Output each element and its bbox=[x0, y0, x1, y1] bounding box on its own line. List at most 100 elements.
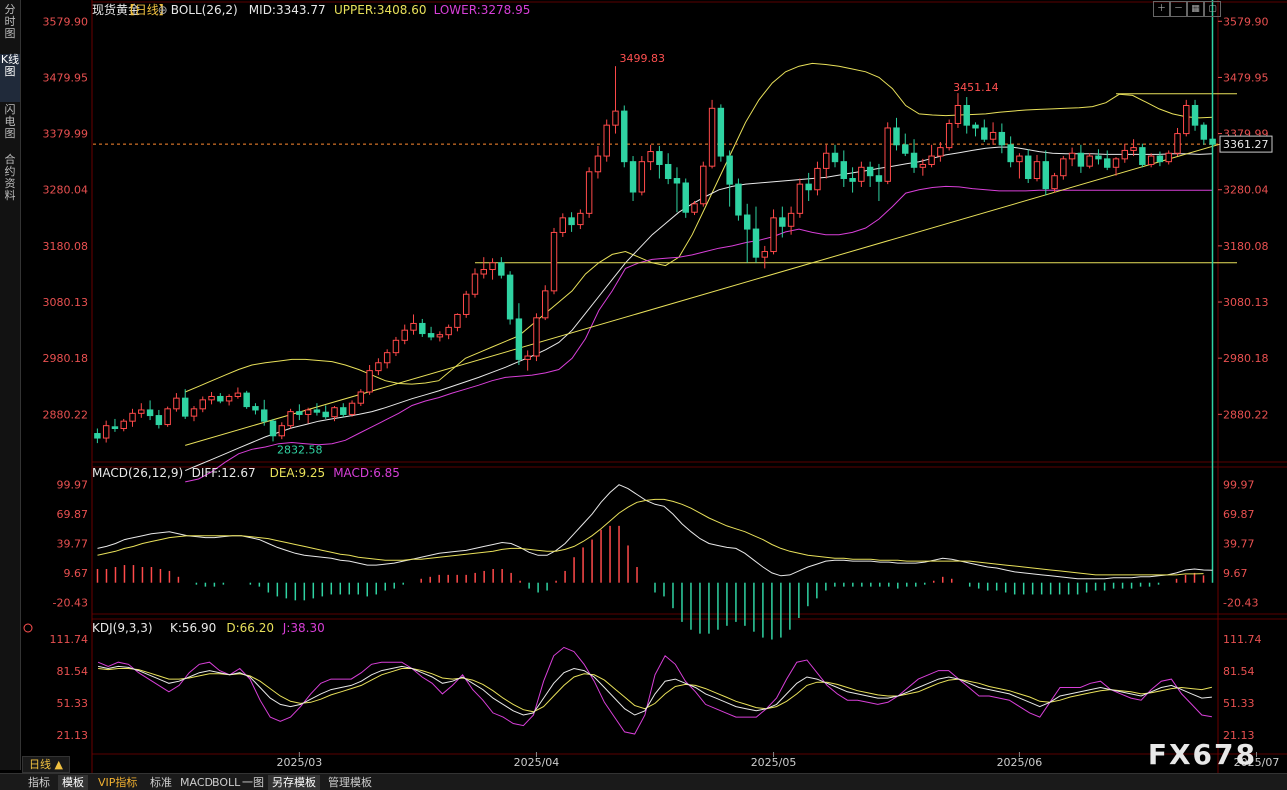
price-tick-left: 3479.95 bbox=[43, 71, 89, 84]
price-tick-right: 3080.13 bbox=[1223, 296, 1269, 309]
bottom-tab[interactable]: VIP指标 bbox=[98, 776, 138, 789]
candle-body bbox=[1165, 152, 1172, 163]
candle-body bbox=[761, 251, 768, 258]
candle-body bbox=[199, 399, 206, 410]
price-tick-left: 2980.18 bbox=[43, 352, 89, 365]
candle-body bbox=[340, 407, 347, 415]
candle-body bbox=[638, 161, 646, 193]
candle-body bbox=[823, 152, 830, 169]
candle-body bbox=[1007, 144, 1014, 163]
current-price-box bbox=[1219, 135, 1273, 153]
bottom-tab[interactable]: BOLL bbox=[212, 776, 241, 789]
candle-body bbox=[410, 322, 417, 331]
kdj-j-line bbox=[97, 646, 1212, 735]
candle-body bbox=[691, 203, 698, 213]
macd-tick-right: 69.87 bbox=[1223, 508, 1255, 521]
candle-body bbox=[436, 334, 444, 338]
candle-body bbox=[708, 107, 716, 167]
kdj-k-label: K:56.90 bbox=[170, 621, 216, 635]
candle-body bbox=[489, 262, 496, 271]
price-tick-right: 2980.18 bbox=[1223, 352, 1269, 365]
kdj-tick-right: 21.13 bbox=[1223, 729, 1255, 742]
candle-body bbox=[831, 152, 839, 163]
candle-body bbox=[928, 155, 935, 165]
candle-body bbox=[120, 420, 127, 429]
candle-body bbox=[717, 107, 725, 157]
boll-label: BOLL(26,2) bbox=[171, 3, 238, 17]
restore-icon[interactable]: ▢ bbox=[1204, 1, 1221, 17]
macd-tick-right: 39.77 bbox=[1223, 538, 1255, 551]
grid-toggle-icon[interactable]: ▦ bbox=[1187, 1, 1204, 17]
candle-body bbox=[542, 290, 549, 319]
candle-body bbox=[910, 152, 918, 168]
price-tick-left: 3180.08 bbox=[43, 240, 89, 253]
bottom-tab[interactable]: 一图 bbox=[242, 776, 264, 789]
candle-body bbox=[278, 425, 286, 437]
candle-body bbox=[629, 161, 637, 193]
candle-body bbox=[348, 402, 356, 415]
macd-tick-right: 99.97 bbox=[1223, 479, 1255, 492]
candle-body bbox=[462, 293, 470, 315]
macd-value-label: MACD:6.85 bbox=[333, 466, 400, 480]
candle-body bbox=[401, 329, 408, 341]
macd-tick-left: 69.87 bbox=[57, 508, 89, 521]
candle-body bbox=[1024, 155, 1032, 180]
candle-body bbox=[269, 420, 277, 437]
tab-contract-info[interactable]: 合约资料 bbox=[4, 153, 16, 202]
candle-body bbox=[181, 397, 189, 417]
watermark-logo: FX678 bbox=[1147, 738, 1257, 771]
candle-body bbox=[752, 228, 760, 258]
candle-body bbox=[208, 395, 215, 401]
candle-body bbox=[261, 409, 268, 422]
macd-name-label: MACD(26,12,9) bbox=[92, 466, 183, 480]
panel-frame-0 bbox=[91, 1, 1287, 468]
candle-body bbox=[884, 127, 891, 182]
candle-body bbox=[304, 409, 312, 415]
kdj-indicator-icon bbox=[23, 623, 33, 633]
settings-icon: ⊕ bbox=[158, 3, 168, 17]
candle-body bbox=[225, 395, 233, 402]
kdj-d-label: D:66.20 bbox=[226, 621, 274, 635]
candle-body bbox=[322, 411, 329, 418]
price-tick-right: 3579.90 bbox=[1223, 15, 1269, 28]
candle-body bbox=[726, 155, 733, 185]
tab-kline[interactable]: K线图 bbox=[0, 54, 20, 102]
candle-body bbox=[383, 352, 391, 364]
bottom-tab[interactable]: 模板 bbox=[58, 775, 88, 790]
candle-body bbox=[603, 124, 610, 157]
x-tick-label: 2025/06 bbox=[997, 756, 1043, 769]
bottom-tab[interactable]: 管理模板 bbox=[328, 776, 372, 789]
candle-body bbox=[612, 110, 619, 126]
candle-body bbox=[989, 131, 997, 140]
bottom-tab[interactable]: MACD bbox=[180, 776, 213, 789]
price-tick-right: 3280.04 bbox=[1223, 184, 1269, 197]
period-selector[interactable]: 日线 ▲ bbox=[22, 756, 70, 773]
zoom-in-icon[interactable]: ＋ bbox=[1153, 1, 1170, 17]
candle-body bbox=[331, 407, 338, 418]
bottom-toolbar: 指标 模板 VIP指标 标准 MACD BOLL 一图 另存模板 管理模板 bbox=[0, 773, 1287, 790]
macd-tick-right: -20.43 bbox=[1223, 597, 1258, 610]
candle-body bbox=[735, 183, 742, 216]
bottom-tab[interactable]: 另存模板 bbox=[268, 775, 320, 790]
candle-body bbox=[858, 166, 865, 182]
tab-intraday[interactable]: 分时图 bbox=[4, 3, 16, 40]
candle-body bbox=[673, 178, 681, 184]
macd-tick-left: -20.43 bbox=[53, 597, 88, 610]
candle-body bbox=[743, 214, 751, 230]
candle-body bbox=[392, 339, 400, 354]
candle-body bbox=[243, 392, 250, 408]
bottom-tab[interactable]: 指标 bbox=[28, 776, 50, 789]
kdj-name-label: KDJ(9,3,3) bbox=[92, 621, 153, 635]
kdj-j-label: J:38.30 bbox=[282, 621, 325, 635]
candle-body bbox=[427, 333, 435, 338]
candle-body bbox=[471, 273, 479, 295]
zoom-out-icon[interactable]: － bbox=[1170, 1, 1187, 17]
kdj-d-line bbox=[98, 668, 1213, 713]
tab-flash[interactable]: 闪电图 bbox=[4, 103, 16, 140]
bottom-tab[interactable]: 标准 bbox=[150, 776, 172, 789]
kdj-tick-right: 51.33 bbox=[1223, 697, 1255, 710]
candle-body bbox=[111, 426, 119, 429]
candle-body bbox=[313, 409, 321, 413]
